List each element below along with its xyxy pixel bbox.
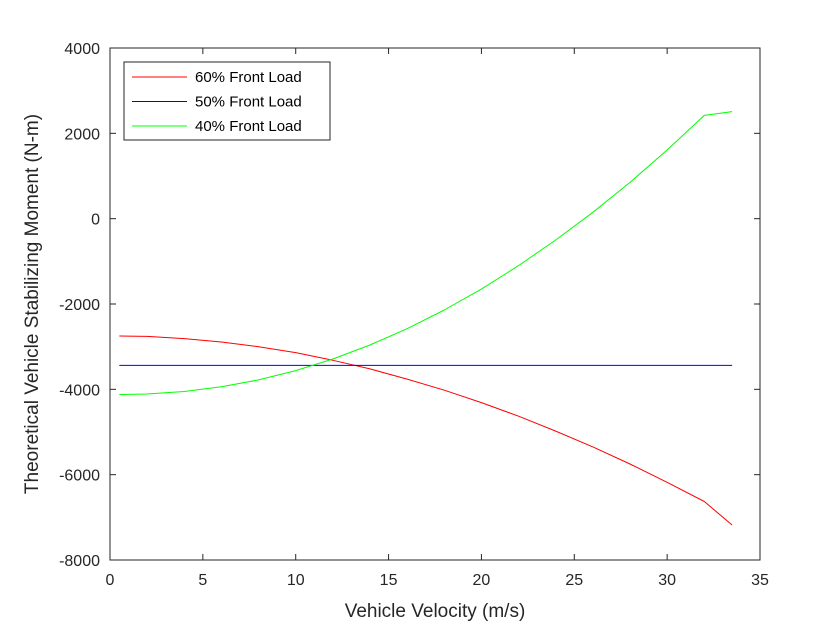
x-tick-label: 20	[473, 572, 491, 589]
series-line-1	[119, 335, 733, 526]
legend-label-1: 60% Front Load	[195, 69, 302, 86]
x-tick-label: 25	[565, 572, 583, 589]
x-tick-label: 30	[658, 572, 676, 589]
y-tick-label: 2000	[64, 126, 100, 143]
x-tick-label: 35	[751, 572, 769, 589]
y-tick-label: 4000	[64, 41, 100, 58]
y-tick-label: -4000	[59, 382, 100, 399]
x-tick-label: 10	[287, 572, 305, 589]
x-tick-label: 0	[106, 572, 115, 589]
series-line-3	[119, 111, 733, 395]
x-tick-label: 5	[198, 572, 207, 589]
x-axis: 0 5 10 15 20 25 30 35	[106, 48, 769, 589]
y-tick-label: -8000	[59, 553, 100, 570]
y-tick-label: -2000	[59, 297, 100, 314]
y-axis-label: Theoretical Vehicle Stabilizing Moment (…	[22, 114, 43, 494]
legend-label-3: 40% Front Load	[195, 118, 302, 135]
series-layer	[119, 111, 733, 526]
legend: 60% Front Load 50% Front Load 40% Front Lo…	[123, 61, 331, 141]
legend-label-2: 50% Front Load	[195, 94, 302, 111]
x-axis-label: Vehicle Velocity (m/s)	[345, 601, 526, 622]
x-tick-label: 15	[380, 572, 398, 589]
y-axis: -8000 -6000 -4000 -2000 0 2000 4000	[59, 41, 760, 570]
y-tick-label: 0	[91, 212, 100, 229]
y-tick-label: -6000	[59, 468, 100, 485]
